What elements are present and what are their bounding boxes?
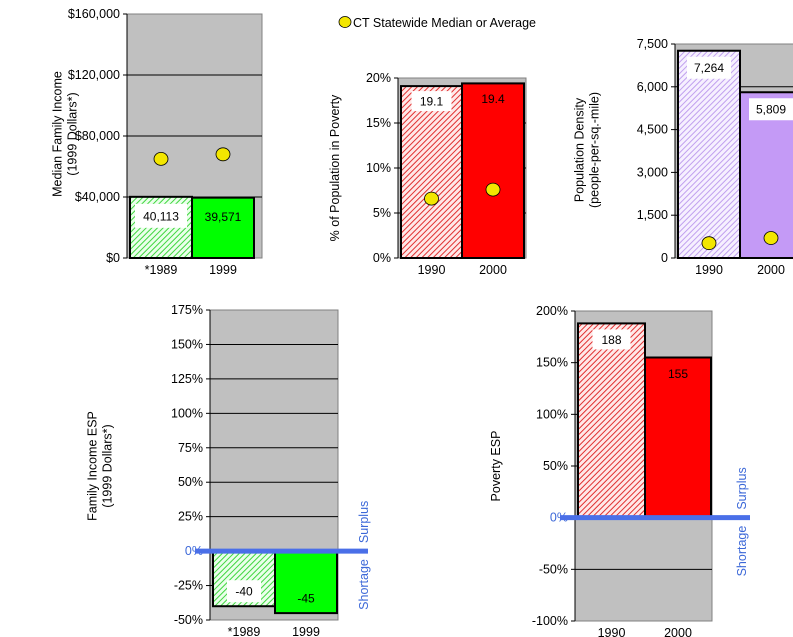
value-label-box: [592, 329, 631, 350]
chart-3: 0 1,500 3,000 4,500 6,000 7,500 Population Den…: [573, 37, 793, 277]
y-tick-label: 50%: [178, 475, 203, 489]
y-tick-label: 0%: [550, 511, 568, 525]
x-tick-label: 1999: [209, 263, 237, 277]
y-tick-label: 75%: [178, 441, 203, 455]
value-label: 188: [601, 333, 621, 347]
surplus-label: Surplus: [735, 467, 749, 509]
bar-1990: [400, 85, 463, 259]
value-label-box: [411, 91, 452, 112]
bar-1999: [191, 196, 255, 259]
y-tick-label: -25%: [174, 579, 203, 593]
value-label-box: [749, 98, 793, 121]
y-tick-label: 150%: [536, 356, 568, 370]
value-label: 7,264: [694, 61, 724, 75]
bar-1990: [577, 322, 646, 519]
value-label: 19.4: [481, 92, 505, 106]
y-tick-label: 150%: [171, 337, 203, 351]
y-axis-label: Family Income ESP(1999 Dollars*): [86, 411, 115, 521]
x-tick-label: *1989: [145, 263, 178, 277]
y-tick-label: 0%: [373, 251, 391, 265]
y-tick-label: 4,500: [637, 123, 668, 137]
legend-label: CT Statewide Median or Average: [353, 16, 536, 30]
y-tick-label: $80,000: [75, 129, 120, 143]
x-tick-label: 2000: [757, 263, 785, 277]
value-label: -45: [297, 592, 315, 606]
bar-2000: [644, 356, 712, 519]
y-tick-label: 125%: [171, 372, 203, 386]
x-tick-label: 2000: [664, 626, 692, 637]
y-tick-label: 175%: [171, 303, 203, 317]
y-tick-label: $160,000: [68, 7, 120, 21]
statewide-marker: [701, 236, 717, 251]
y-tick-label: 7,500: [637, 37, 668, 51]
y-tick-label: 0%: [185, 544, 203, 558]
y-tick-label: 50%: [543, 459, 568, 473]
value-label-box: [135, 203, 187, 228]
y-axis-label: Poverty ESP: [489, 431, 503, 502]
value-label-box: [687, 56, 731, 79]
y-axis-label: % of Population in Poverty: [328, 94, 342, 241]
y-tick-label: 15%: [366, 116, 391, 130]
value-label: 155: [668, 367, 688, 381]
y-tick-label: -100%: [532, 614, 568, 628]
y-tick-label: 6,000: [637, 80, 668, 94]
y-tick-label: 100%: [536, 407, 568, 421]
chart-1: $0 $40,000 $80,000 $120,000 $160,000 Median F…: [51, 7, 263, 277]
y-tick-label: 25%: [178, 510, 203, 524]
x-tick-label: 1999: [292, 625, 320, 637]
value-label: 40,113: [143, 209, 179, 223]
shortage-label: Shortage: [357, 559, 371, 610]
y-tick-label: 3,000: [637, 165, 668, 179]
y-axis-label: Population Density(people-per-sq.-mile): [573, 92, 602, 208]
y-tick-label: $120,000: [68, 68, 120, 82]
x-tick-label: *1989: [228, 625, 261, 637]
statewide-marker: [485, 182, 501, 197]
x-tick-label: 1990: [695, 263, 723, 277]
statewide-marker: [424, 191, 439, 206]
chart-4: -50% -25% 0% 25% 50% 75% 100% 125% 150% 175% Famil…: [86, 303, 372, 637]
y-tick-label: $0: [106, 251, 120, 265]
y-tick-label: -50%: [539, 562, 568, 576]
y-tick-label: 100%: [171, 406, 203, 420]
bar-2000: [461, 82, 525, 260]
value-label: 5,809: [756, 103, 786, 117]
surplus-label: Surplus: [357, 501, 371, 543]
value-label: 19.1: [420, 95, 444, 109]
bar-1990: [677, 49, 741, 259]
y-tick-label: -50%: [174, 613, 203, 627]
chart-2: 0% 5% 10% 15% 20% % of Population in Poverty 1…: [328, 71, 527, 277]
y-tick-label: 200%: [536, 304, 568, 318]
legend: CT Statewide Median or Average: [338, 16, 536, 30]
legend-marker: [338, 16, 352, 28]
value-label: 39,571: [205, 210, 242, 224]
y-tick-label: $40,000: [75, 190, 120, 204]
y-tick-label: 1,500: [637, 208, 668, 222]
statewide-marker: [215, 147, 231, 162]
x-tick-label: 1990: [418, 263, 446, 277]
statewide-marker: [153, 151, 169, 166]
chart-5: -100% -50% 0% 50% 100% 150% 200% Poverty ESP 188…: [489, 304, 750, 637]
charts-group: $0 $40,000 $80,000 $120,000 $160,000 Median F…: [51, 7, 793, 637]
y-tick-label: 10%: [366, 161, 391, 175]
x-tick-label: 2000: [479, 263, 507, 277]
value-label-box: [227, 580, 261, 603]
statewide-marker: [763, 231, 779, 245]
y-tick-label: 0: [661, 251, 668, 265]
y-tick-label: 20%: [366, 71, 391, 85]
y-axis-label: Median Family Income(1999 Dollars*): [51, 71, 80, 197]
x-tick-label: 1990: [598, 626, 626, 637]
value-label: -40: [235, 585, 253, 599]
y-tick-label: 5%: [373, 206, 391, 220]
shortage-label: Shortage: [735, 526, 749, 577]
bar-1999: [274, 550, 338, 615]
